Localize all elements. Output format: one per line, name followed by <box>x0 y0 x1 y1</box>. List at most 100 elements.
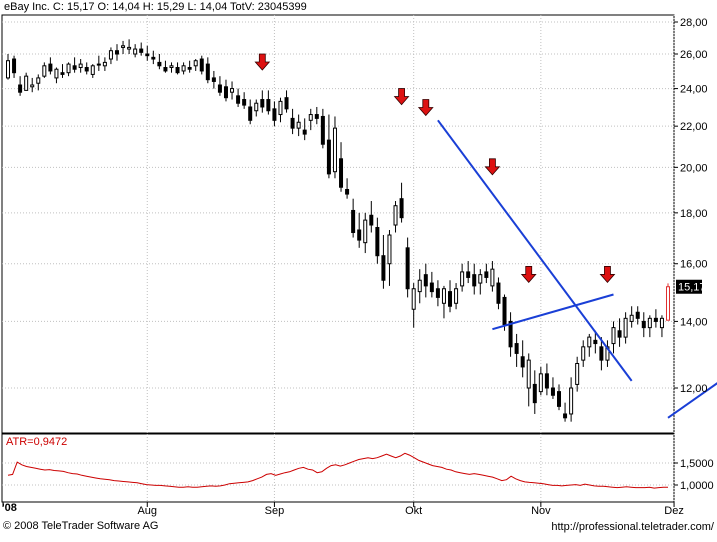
candle-body <box>478 274 483 284</box>
candle-body <box>514 343 519 354</box>
candle-body <box>223 86 228 99</box>
candle-body <box>230 88 235 93</box>
candle-body <box>205 63 210 81</box>
month-tick-label: Sep <box>265 505 285 517</box>
candle-body <box>139 48 144 53</box>
price-tick-label: 14,00 <box>680 316 708 328</box>
candle-body <box>96 63 101 66</box>
price-tick-label: 20,00 <box>680 162 708 174</box>
candle-body <box>108 50 113 60</box>
atr-series-line <box>7 452 669 489</box>
candle-body <box>326 139 331 175</box>
candle-body <box>320 115 325 145</box>
candle-body <box>666 286 670 321</box>
candle-body <box>345 188 350 195</box>
atr-tick-label: 1,5000 <box>680 458 714 470</box>
candle-body <box>217 84 222 93</box>
trendline <box>437 119 633 382</box>
sell-arrow-icon <box>520 266 537 284</box>
candle-body <box>278 100 283 116</box>
candle-body <box>429 282 434 293</box>
price-tick-label: 18,00 <box>680 208 708 220</box>
candle-body <box>466 271 471 278</box>
price-tick-label: 24,00 <box>680 84 708 96</box>
candle-body <box>557 391 562 407</box>
candle-body <box>60 72 65 75</box>
candle-body <box>423 274 428 287</box>
candle-body <box>611 327 616 345</box>
last-price-label: 15,17 <box>678 282 706 294</box>
candle-body <box>133 48 138 55</box>
year-tag: '08 <box>2 502 17 514</box>
candle-body <box>12 58 17 74</box>
price-tick-label: 12,00 <box>680 383 708 395</box>
candle-body <box>490 268 495 287</box>
candle-body <box>550 387 555 396</box>
candle-body <box>78 63 83 69</box>
price-tick-label: 16,00 <box>680 259 708 271</box>
candle-body <box>593 339 598 345</box>
candle-body <box>48 63 53 72</box>
sell-arrow-icon <box>393 88 410 106</box>
candle-body <box>6 60 10 79</box>
candle-body <box>653 317 658 322</box>
candle-body <box>405 247 410 290</box>
candle-body <box>357 229 362 241</box>
candle-body <box>163 67 168 72</box>
candle-body <box>617 330 622 338</box>
sell-arrow-icon <box>484 158 501 176</box>
candle-body <box>181 65 186 72</box>
candle-body <box>36 77 41 84</box>
candle-body <box>175 67 180 74</box>
candle-body <box>302 129 307 135</box>
candle-body <box>187 67 192 70</box>
sell-arrow-icon <box>599 266 616 284</box>
candle-body <box>569 387 574 415</box>
candle-body <box>508 320 513 348</box>
candle-body <box>54 68 59 79</box>
candle-body <box>266 99 271 112</box>
candle-body <box>169 65 174 69</box>
candle-body <box>121 45 126 48</box>
candle-body <box>387 234 392 265</box>
candle-body <box>145 53 150 57</box>
candle-body <box>24 75 29 91</box>
candle-body <box>496 282 501 304</box>
candle-body <box>248 106 253 121</box>
candle-body <box>369 214 374 226</box>
price-tick-label: 22,00 <box>680 121 708 133</box>
candle-body <box>393 205 398 226</box>
footer-url: http://professional.teletrader.com/ <box>551 521 714 533</box>
candle-body <box>254 102 259 112</box>
atr-label: ATR=0,9472 <box>6 436 68 448</box>
last-price-box <box>676 279 702 294</box>
trendline <box>492 293 614 331</box>
candle-body <box>42 65 47 77</box>
candle-body <box>242 99 247 106</box>
candle-body <box>417 279 422 293</box>
candle-body <box>72 65 77 70</box>
candle-body <box>260 99 265 108</box>
atr-tick-label: 1,0000 <box>680 480 714 492</box>
candle-body <box>435 288 440 298</box>
candle-body <box>647 317 652 329</box>
candle-body <box>84 67 89 72</box>
candle-body <box>114 50 119 55</box>
candle-body <box>284 97 289 110</box>
price-tick-label: 26,00 <box>680 49 708 61</box>
candle-body <box>544 373 549 389</box>
candle-body <box>127 46 132 50</box>
candle-body <box>381 255 386 281</box>
candle-body <box>236 95 241 104</box>
candle-body <box>90 65 95 75</box>
candle-body <box>472 274 477 287</box>
candle-body <box>659 317 664 329</box>
candle-body <box>538 373 543 393</box>
month-tick-label: Aug <box>137 505 157 517</box>
candle-body <box>575 363 580 385</box>
price-tick-label: 28,00 <box>680 17 708 29</box>
candle-body <box>411 288 416 310</box>
candle-body <box>211 77 216 82</box>
candle-body <box>272 108 277 121</box>
